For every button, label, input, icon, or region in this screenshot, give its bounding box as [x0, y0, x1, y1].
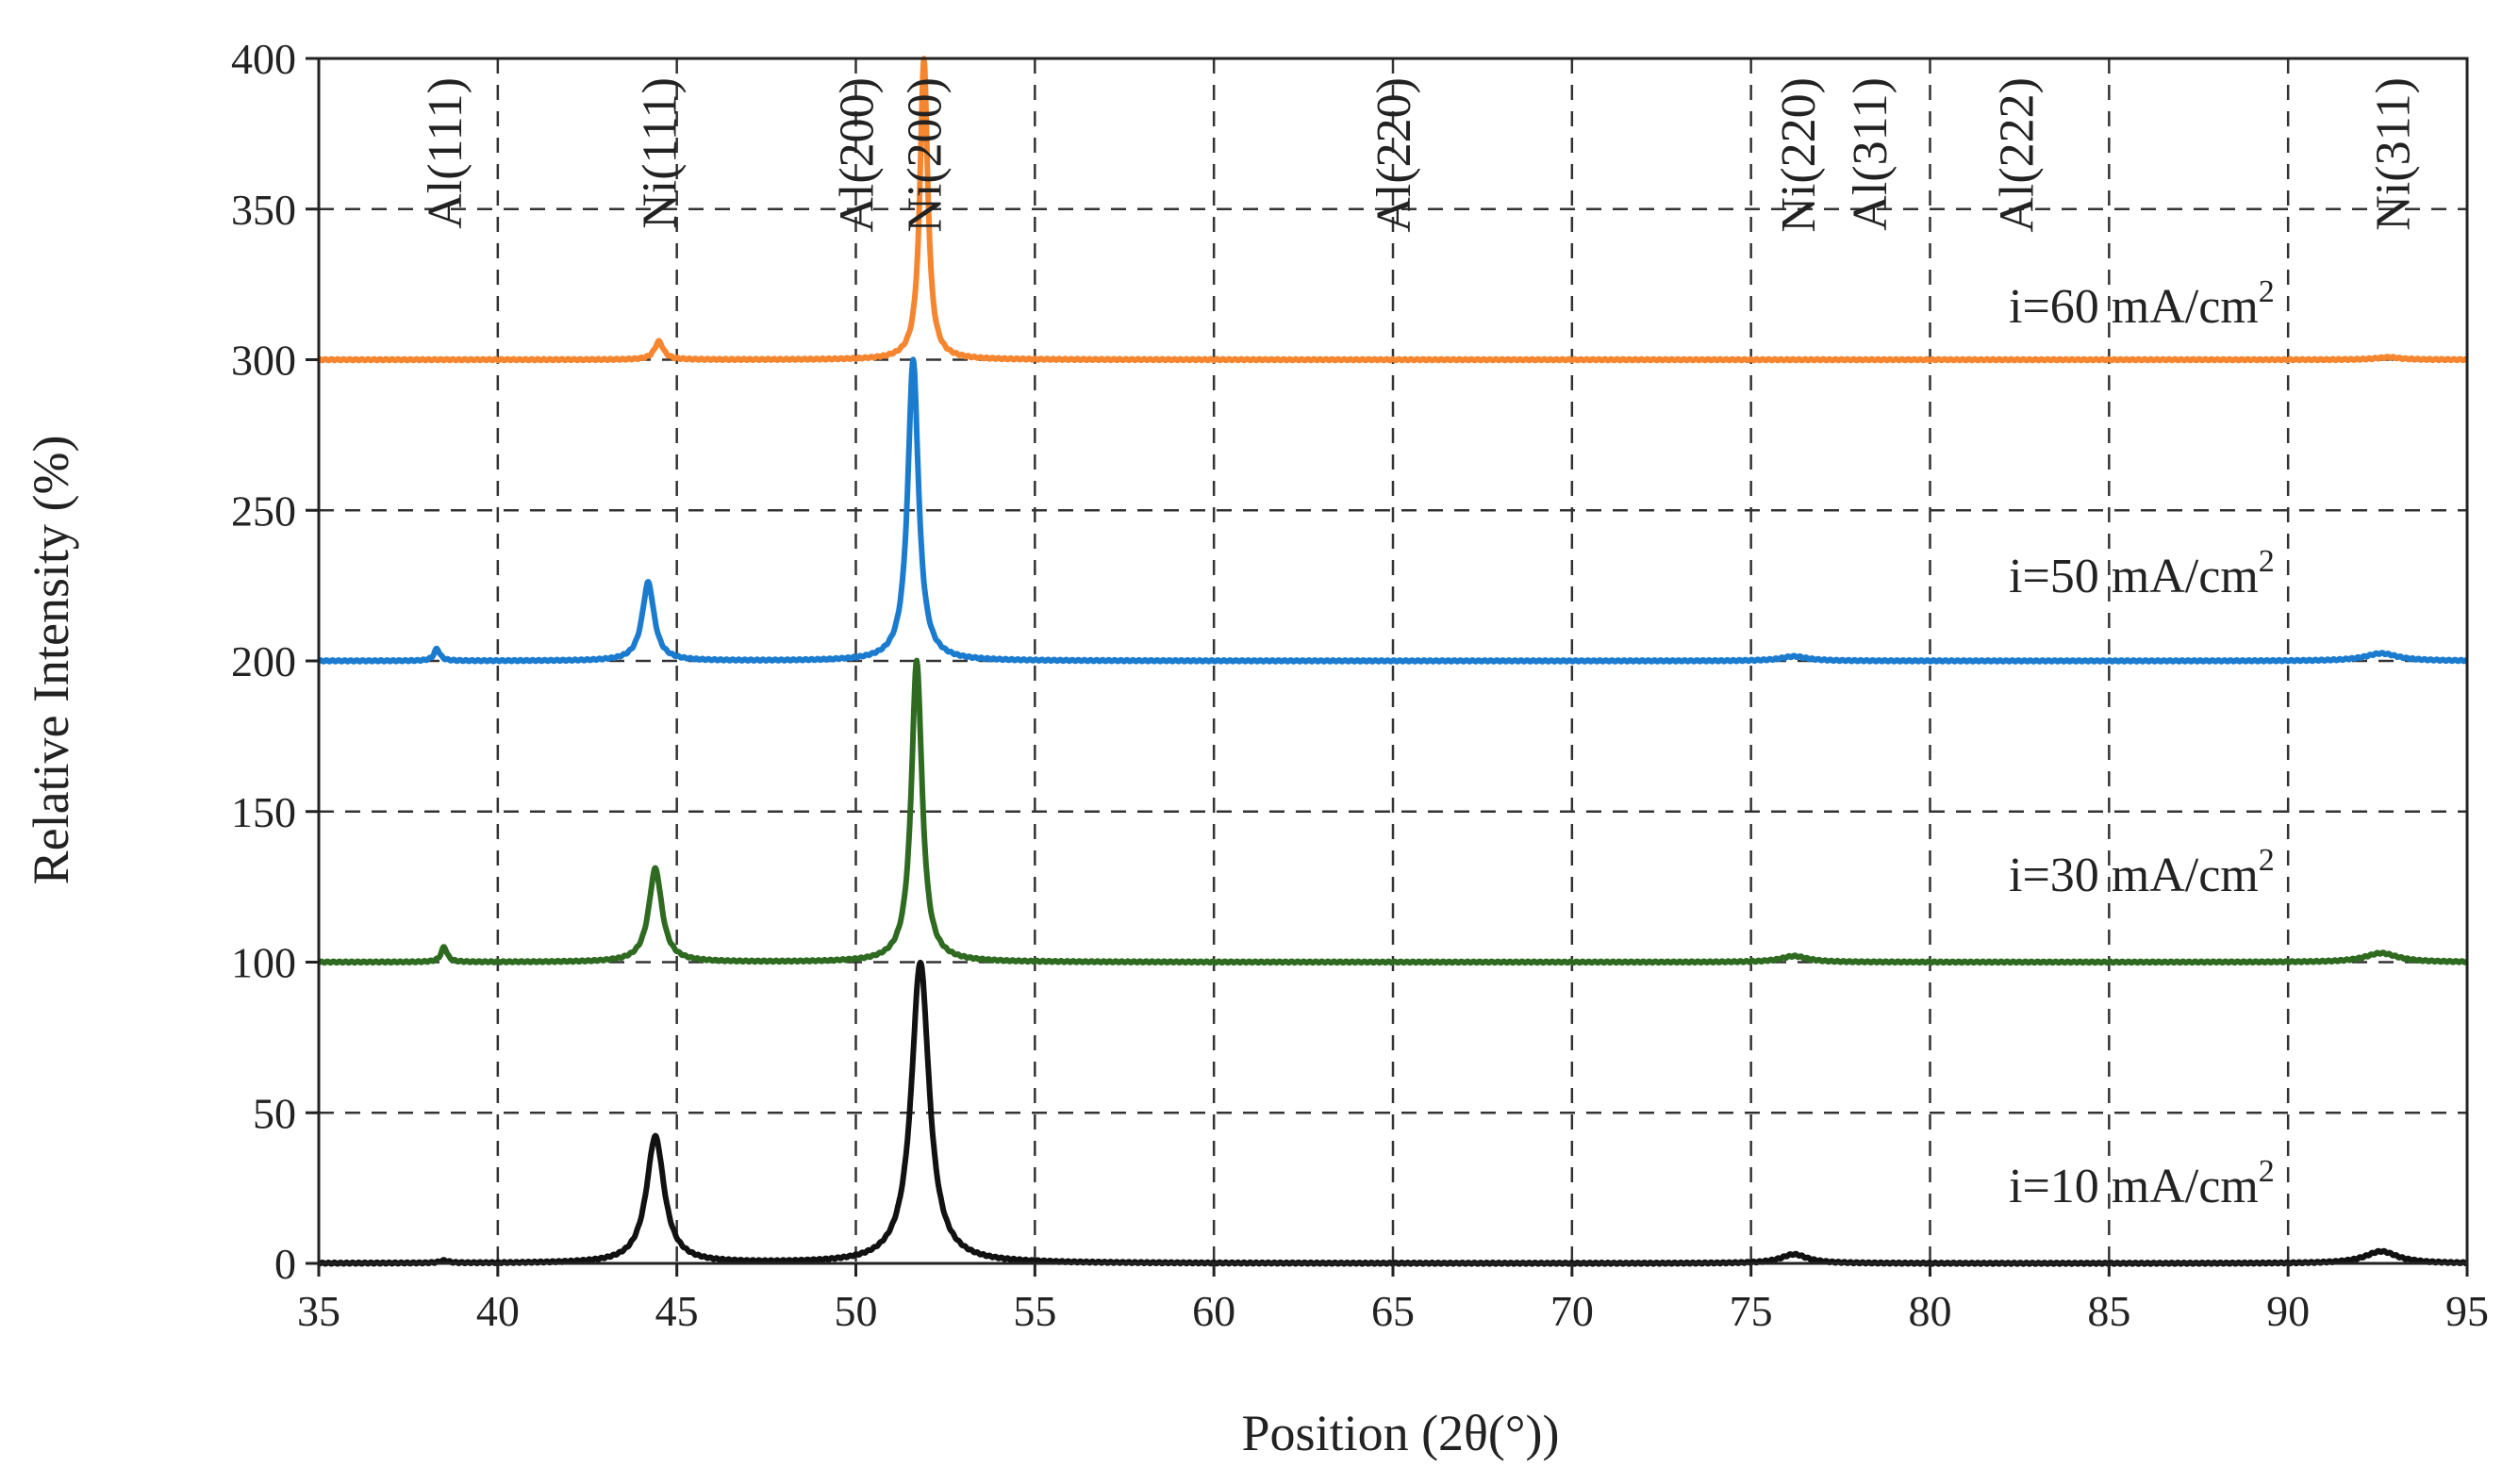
y-tick-label: 150	[231, 788, 296, 836]
y-tick-label: 200	[231, 637, 296, 685]
series-label-superscript: 2	[2259, 274, 2275, 309]
series-label-text: i=30 mA/cm	[2009, 849, 2259, 902]
plot-frame	[306, 57, 2469, 1277]
x-tick-label: 35	[297, 1287, 340, 1335]
x-tick-label: 65	[1371, 1287, 1415, 1335]
y-tick-label: 50	[253, 1089, 296, 1137]
peak-label: Ni(111)	[634, 77, 688, 229]
series-line-3	[316, 356, 2470, 665]
y-tick-label: 400	[231, 35, 296, 83]
series-label-text: i=50 mA/cm	[2009, 550, 2259, 603]
x-tick-label: 40	[476, 1287, 520, 1335]
series-label-superscript: 2	[2259, 843, 2275, 878]
y-tick-label: 300	[231, 337, 296, 385]
series-label-2: i=30 mA/cm2	[2009, 843, 2275, 902]
x-tick-label: 60	[1192, 1287, 1235, 1335]
tick-labels: 35 40 45 50 55 60 65 70 75 80 85 90 95 0 50 100 150 200 25…	[231, 35, 2489, 1335]
x-axis-title: Position (2θ(°))	[1242, 1405, 1560, 1461]
series-label-text: i=60 mA/cm	[2009, 280, 2259, 334]
series-label-superscript: 2	[2259, 1154, 2275, 1189]
peak-label: Al(311)	[1844, 77, 1898, 231]
y-tick-label: 250	[231, 486, 296, 535]
series-label-4: i=60 mA/cm2	[2009, 274, 2275, 334]
peak-label: Al(222)	[1991, 77, 2045, 233]
x-tick-label: 45	[655, 1287, 699, 1335]
x-tick-label: 90	[2266, 1287, 2310, 1335]
y-axis-title: Relative Intensity (%)	[23, 436, 79, 885]
peak-label: Ni(311)	[2366, 77, 2420, 231]
y-tick-label: 350	[231, 186, 296, 234]
x-tick-label: 70	[1550, 1287, 1594, 1335]
peak-label: Al(220)	[1367, 77, 1421, 233]
x-tick-label: 75	[1730, 1287, 1773, 1335]
series-line-2	[316, 657, 2470, 966]
series-label-text: i=10 mA/cm	[2009, 1160, 2259, 1213]
peak-label: Al(200)	[831, 77, 885, 233]
peak-label: Ni(220)	[1772, 77, 1826, 233]
y-tick-label: 0	[274, 1240, 296, 1288]
series-label-1: i=10 mA/cm2	[2009, 1154, 2275, 1213]
peak-label: Al(111)	[419, 77, 472, 229]
x-tick-label: 85	[2087, 1287, 2130, 1335]
x-tick-label: 95	[2445, 1287, 2489, 1335]
peak-labels: Al(111) Ni(111) Al(200) Ni(200) Al(220) Ni(22…	[419, 77, 2420, 233]
series-label-3: i=50 mA/cm2	[2009, 544, 2275, 603]
series-label-superscript: 2	[2259, 544, 2275, 579]
y-tick-label: 100	[231, 939, 296, 987]
series-line-4	[316, 56, 2470, 364]
x-tick-label: 50	[835, 1287, 878, 1335]
x-tick-label: 80	[1909, 1287, 1952, 1335]
peak-label: Ni(200)	[899, 77, 953, 233]
x-tick-label: 55	[1013, 1287, 1056, 1335]
